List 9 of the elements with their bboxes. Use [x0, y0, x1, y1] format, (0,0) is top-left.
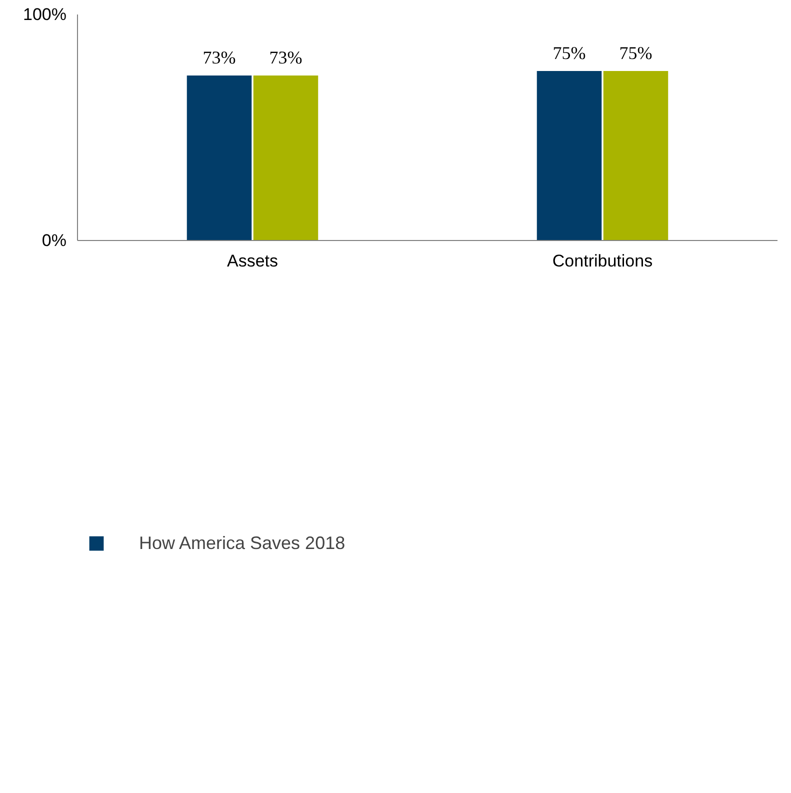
- data-label: 75%: [552, 43, 586, 63]
- x-tick-label: Assets: [226, 252, 278, 270]
- legend-label: How America Saves 2018: [139, 532, 346, 554]
- x-tick-label: Contributions: [552, 252, 653, 270]
- data-label: 73%: [269, 48, 302, 68]
- data-label: 73%: [202, 48, 236, 68]
- y-tick-label: 0%: [42, 231, 67, 250]
- data-label: 75%: [619, 43, 652, 63]
- y-tick-label: 100%: [23, 5, 67, 24]
